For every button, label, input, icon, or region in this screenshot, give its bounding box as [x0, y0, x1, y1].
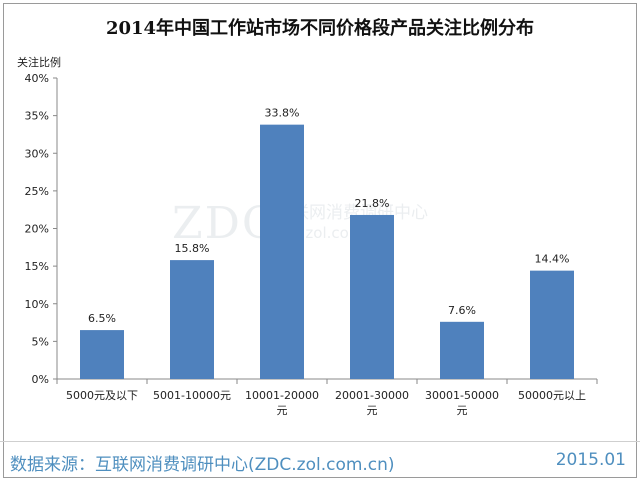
bar: [170, 260, 214, 379]
watermark-logo-text: ZDC: [172, 198, 278, 249]
bar-chart: 关注比例 0%5%10%15%20%25%30%35%40% 5000元及以下 5…: [17, 55, 598, 417]
y-tick-label: 35%: [25, 110, 49, 123]
y-axis-label: 关注比例: [17, 55, 61, 69]
x-tick-label: 5000元及以下: [66, 389, 138, 402]
bar: [440, 321, 484, 379]
x-tick-label: 20001-30000 元: [335, 389, 409, 417]
y-tick-label: 5%: [32, 335, 49, 348]
footer-divider: [0, 441, 640, 442]
y-tick-label: 30%: [25, 147, 49, 160]
x-tick-label: 5001-10000元: [153, 389, 231, 402]
bar-value-label: 21.8%: [355, 197, 390, 210]
bar-value-label: 14.4%: [535, 253, 570, 266]
bar: [350, 214, 394, 379]
y-tick-label: 15%: [25, 260, 49, 273]
y-axis: 0% 5% 10% 15% 20% 25% 30% 35% 40%: [25, 72, 58, 386]
y-tick-label: 40%: [25, 72, 49, 85]
y-tick-label: 0%: [32, 373, 49, 386]
x-axis: 5000元及以下 5001-10000元 10001-20000 元 20001-300…: [56, 378, 598, 417]
x-tick-label: 50000元以上: [518, 389, 586, 402]
y-tick-label: 20%: [25, 223, 49, 236]
x-tick-label: 10001-20000 元: [245, 389, 319, 417]
bar-value-label: 7.6%: [448, 304, 476, 317]
footer-date: 2015.01: [555, 450, 626, 470]
y-tick-label: 25%: [25, 185, 49, 198]
x-tick-label: 30001-50000 元: [425, 389, 499, 417]
bar: [530, 270, 574, 379]
bar-value-label: 6.5%: [88, 312, 116, 325]
chart-frame: [3, 3, 637, 478]
footer-source: 数据来源：互联网消费调研中心(ZDC.zol.com.cn): [10, 455, 395, 475]
chart-title: 2014年中国工作站市场不同价格段产品关注比例分布: [105, 18, 535, 39]
bar-value-label: 15.8%: [175, 242, 210, 255]
y-tick-label: 10%: [25, 298, 49, 311]
bars: 6.5% 15.8% 33.8% 21.8% 7.6% 14.4%: [80, 107, 574, 379]
bar-value-label: 33.8%: [265, 107, 300, 120]
bar: [80, 330, 124, 379]
bar: [260, 124, 304, 379]
